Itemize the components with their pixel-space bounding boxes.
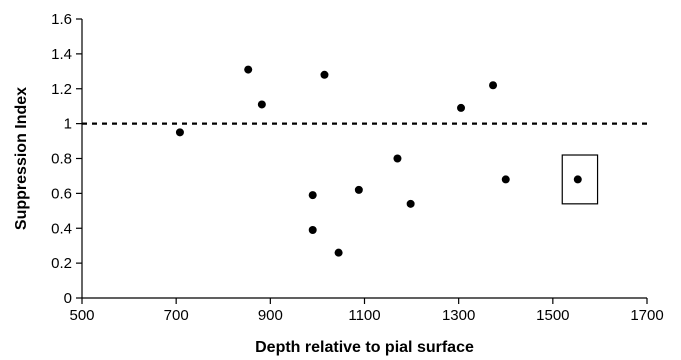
x-tick-label: 1100: [348, 307, 380, 324]
y-tick-label: 0: [64, 290, 72, 307]
y-tick-label: 0.8: [51, 151, 72, 168]
data-point: [308, 191, 317, 200]
data-point: [175, 128, 184, 137]
data-point: [320, 70, 329, 79]
data-point: [334, 248, 343, 257]
data-point: [257, 100, 266, 109]
y-tick-label: 1.4: [51, 46, 72, 63]
y-tick-label: 1.2: [51, 81, 72, 98]
data-point: [501, 175, 510, 184]
data-point: [457, 103, 466, 112]
x-tick-label: 900: [258, 307, 283, 324]
data-point: [406, 199, 415, 208]
y-tick-label: 0.2: [51, 255, 72, 272]
data-point: [393, 154, 402, 163]
x-tick-label: 1700: [630, 307, 663, 324]
x-axis-title: Depth relative to pial surface: [255, 339, 474, 356]
data-point: [354, 185, 363, 194]
data-point: [308, 225, 317, 234]
highlight-box: [561, 154, 599, 205]
y-tick-label: 1.6: [51, 11, 72, 28]
y-tick-label: 0.4: [51, 220, 72, 237]
x-tick-label: 700: [164, 307, 189, 324]
x-tick-label: 1300: [442, 307, 475, 324]
data-point: [573, 175, 582, 184]
y-axis-title: Suppression Index: [13, 87, 30, 230]
y-tick-label: 0.6: [51, 185, 72, 202]
data-point: [244, 65, 253, 74]
data-point: [489, 81, 498, 90]
x-tick-label: 500: [69, 307, 94, 324]
x-tick-label: 1500: [536, 307, 569, 324]
y-tick-label: 1: [64, 116, 72, 133]
